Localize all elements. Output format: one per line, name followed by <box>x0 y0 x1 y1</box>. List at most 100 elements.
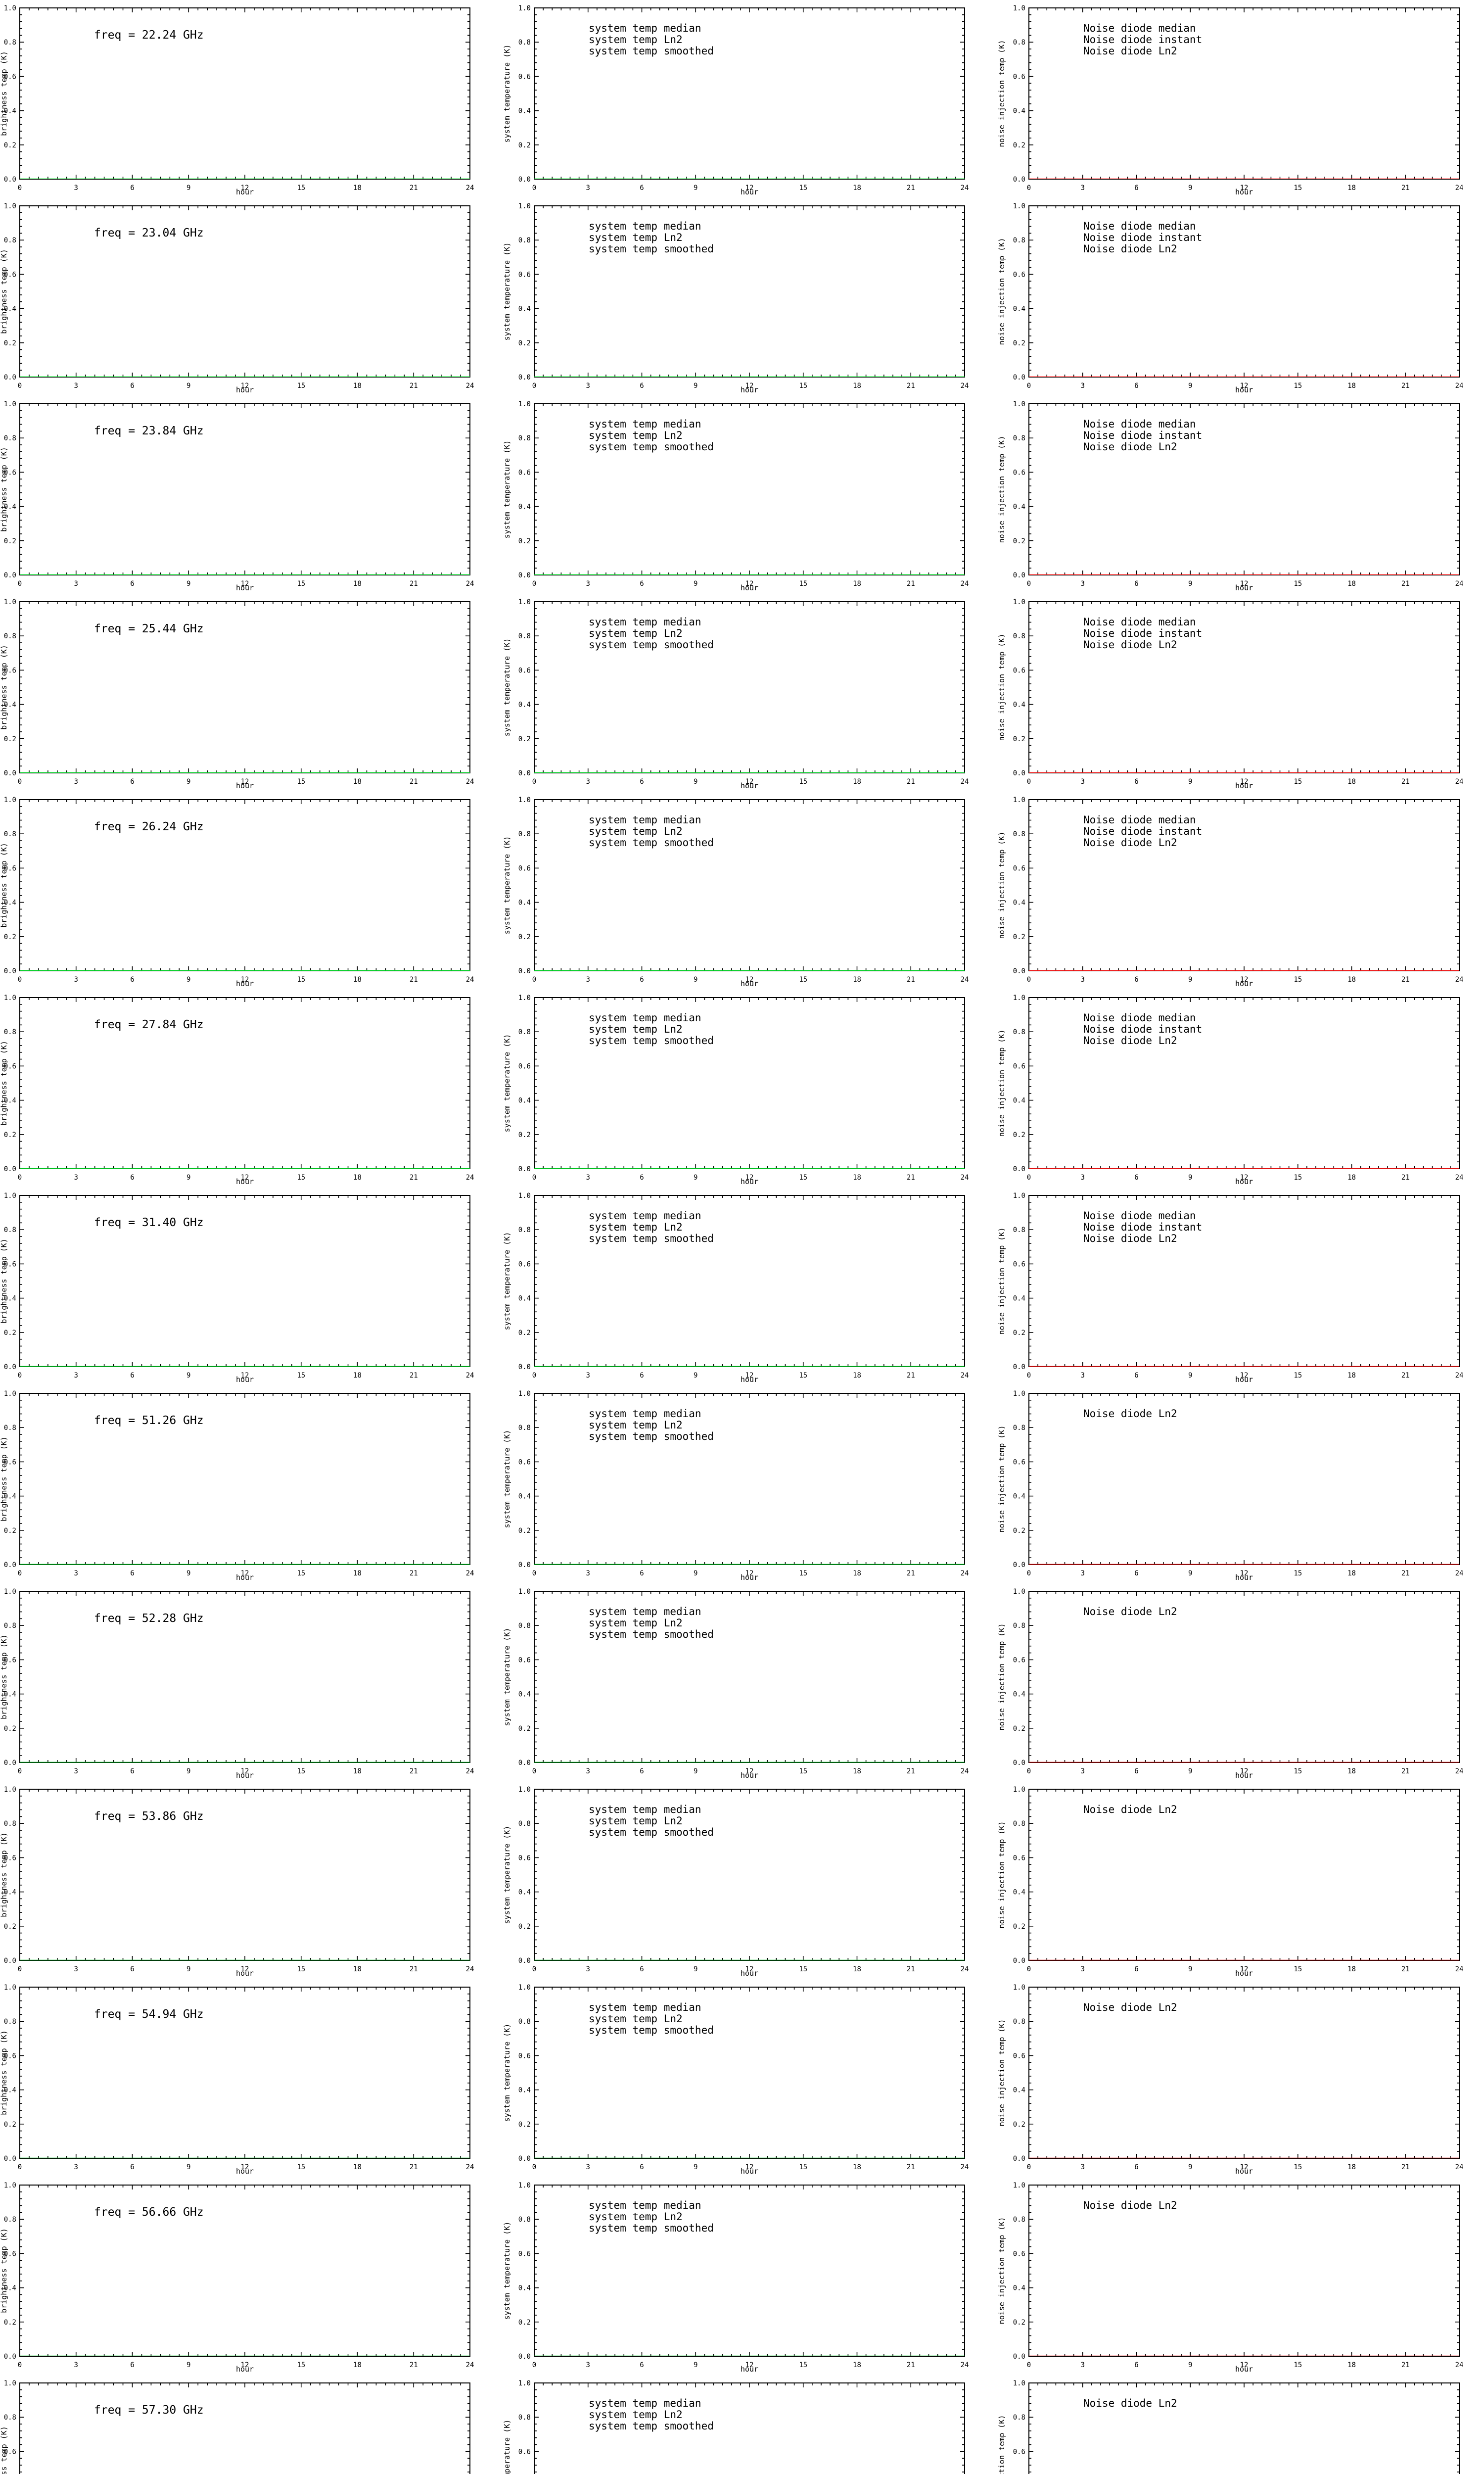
legend-entry: Noise diode Ln2 <box>1083 1804 1177 1815</box>
y-tick-label: 0.6 <box>4 1260 16 1268</box>
x-tick-label: 6 <box>1134 1570 1138 1577</box>
y-axis-label: noise injection temp (K) <box>997 832 1006 939</box>
axes-box <box>19 403 470 575</box>
x-tick-label: 12 <box>241 2361 249 2369</box>
x-tick-label: 3 <box>586 1372 590 1380</box>
x-tick-label: 24 <box>466 976 474 984</box>
plot-panel-r7c1: 0 3 6 9 12 15 18 21 24 0.0 0.2 0.4 0.6 0.8 1.0 hour brig… <box>0 1188 495 1385</box>
x-tick-label: 0 <box>18 976 22 984</box>
y-tick-label: 0.6 <box>1013 1260 1025 1268</box>
plot-panel-r13c3: 036912151821240.00.20.40.60.81.0hournois… <box>989 2375 1484 2474</box>
y-tick-label: 0.6 <box>4 864 16 872</box>
y-tick-label: 1.0 <box>518 4 531 12</box>
panel-title: freq = 27.84 GHz <box>94 1018 204 1031</box>
y-tick-label: 0.6 <box>518 1260 531 1268</box>
x-tick-label: 24 <box>466 2163 474 2171</box>
y-tick-label: 1.0 <box>518 796 531 804</box>
x-tick-label: 12 <box>241 1174 249 1182</box>
x-tick-label: 18 <box>853 580 861 588</box>
x-tick-label: 6 <box>1134 1965 1138 1973</box>
x-tick-label: 15 <box>297 2163 305 2171</box>
y-tick-label: 0.2 <box>4 735 16 743</box>
x-tick-label: 3 <box>74 580 78 588</box>
x-tick-label: 6 <box>640 1767 644 1775</box>
x-tick-label: 18 <box>853 1570 861 1577</box>
x-tick-label: 12 <box>241 1570 249 1577</box>
axes-box <box>19 997 470 1169</box>
x-tick-label: 24 <box>961 1570 969 1577</box>
y-tick-label: 0.6 <box>1013 1854 1025 1862</box>
x-tick-label: 12 <box>1240 1372 1249 1380</box>
x-axis-label: hour <box>741 1969 758 1978</box>
x-tick-label: 18 <box>853 1767 861 1775</box>
x-tick-label: 3 <box>74 1372 78 1380</box>
y-tick-label: 0.4 <box>4 1295 16 1303</box>
x-tick-label: 0 <box>532 976 536 984</box>
x-tick-label: 18 <box>1347 976 1356 984</box>
plot-panel-r6c3: 0 3 6 9 12 15 18 21 24 0.0 0.2 0.4 0.6 0.8 1.0 hour nois… <box>989 990 1484 1188</box>
axis-ticks <box>1028 1195 1460 1367</box>
x-tick-label: 24 <box>1455 1965 1464 1973</box>
y-tick-label: 0.4 <box>518 107 531 115</box>
y-tick-label: 0.0 <box>518 2353 531 2361</box>
x-tick-label: 15 <box>1294 1570 1302 1577</box>
legend-entry: Noise diode Ln2 <box>1083 2397 1177 2409</box>
legend-entry: Noise diode median <box>1083 1210 1196 1222</box>
y-axis-label: noise injection temp (K) <box>997 1821 1006 1929</box>
axis-ticks <box>1028 1393 1460 1565</box>
y-tick-label: 0.4 <box>4 2284 16 2292</box>
x-tick-label: 21 <box>1401 976 1410 984</box>
plot-panel-r11c2: 0 3 6 9 12 15 18 21 24 0.0 0.2 0.4 0.6 0.8 1.0 hour syst… <box>495 1979 989 2177</box>
x-tick-label: 9 <box>694 2163 697 2171</box>
y-tick-label: 0.2 <box>1013 1923 1025 1931</box>
plot-panel-r9c1: 0 3 6 9 12 15 18 21 24 0.0 0.2 0.4 0.6 0.8 1.0 hour brig… <box>0 1583 495 1781</box>
x-tick-label: 18 <box>853 2163 861 2171</box>
x-axis-label: hour <box>1235 781 1253 790</box>
y-axis-label: brightness temp (K) <box>0 1436 8 1522</box>
x-tick-label: 18 <box>353 2361 362 2369</box>
x-tick-label: 12 <box>1240 184 1249 192</box>
plot-svg: 0 3 6 9 12 15 18 21 24 0.0 0.2 0.4 0.6 0.8 1.0 hour brig… <box>0 1984 474 2176</box>
x-tick-label: 15 <box>1294 778 1302 786</box>
y-tick-label: 1.0 <box>4 598 16 606</box>
y-tick-label: 0.8 <box>4 1820 16 1828</box>
x-axis-label: hour <box>236 1573 254 1582</box>
x-tick-label: 12 <box>1240 1174 1249 1182</box>
x-axis-label: hour <box>741 188 758 196</box>
x-tick-label: 6 <box>130 184 134 192</box>
x-tick-label: 21 <box>907 778 915 786</box>
plot-panel-r10c3: 0 3 6 9 12 15 18 21 24 0.0 0.2 0.4 0.6 0.8 1.0 hour nois… <box>989 1781 1484 1979</box>
x-tick-label: 24 <box>961 1767 969 1775</box>
y-tick-label: 0.4 <box>1013 2087 1025 2094</box>
x-tick-label: 24 <box>961 778 969 786</box>
y-tick-label: 0.8 <box>518 1226 531 1234</box>
plot-panel-r10c2: 0 3 6 9 12 15 18 21 24 0.0 0.2 0.4 0.6 0.8 1.0 hour syst… <box>495 1781 989 1979</box>
x-tick-label: 0 <box>532 1965 536 1973</box>
legend-entry: system temp smoothed <box>589 441 714 453</box>
x-tick-label: 15 <box>799 1570 807 1577</box>
x-tick-label: 0 <box>532 382 536 390</box>
y-tick-label: 0.2 <box>4 933 16 941</box>
x-tick-label: 3 <box>74 1767 78 1775</box>
y-axis-label: noise injection temp (K) <box>997 2415 1006 2474</box>
y-tick-label: 0.8 <box>4 1424 16 1432</box>
x-tick-label: 0 <box>532 184 536 192</box>
x-tick-label: 6 <box>1134 184 1138 192</box>
x-axis-label: hour <box>1235 385 1253 394</box>
x-tick-label: 12 <box>1240 580 1249 588</box>
x-tick-label: 18 <box>353 1174 362 1182</box>
y-axis-label: brightness temp (K) <box>0 1238 8 1324</box>
legend-entry: Noise diode Ln2 <box>1083 1233 1177 1244</box>
x-tick-label: 9 <box>694 2361 697 2369</box>
x-axis-label: hour <box>741 1375 758 1384</box>
x-tick-label: 9 <box>1188 2361 1192 2369</box>
x-tick-label: 15 <box>799 1965 807 1973</box>
y-tick-label: 0.6 <box>518 864 531 872</box>
x-tick-label: 15 <box>799 184 807 192</box>
x-tick-label: 9 <box>1188 1570 1192 1577</box>
y-tick-label: 0.0 <box>4 571 16 579</box>
y-tick-label: 0.0 <box>518 571 531 579</box>
x-tick-label: 21 <box>410 976 418 984</box>
y-tick-label: 0.8 <box>4 237 16 244</box>
plot-panel-r11c1: 0 3 6 9 12 15 18 21 24 0.0 0.2 0.4 0.6 0.8 1.0 hour brig… <box>0 1979 495 2177</box>
